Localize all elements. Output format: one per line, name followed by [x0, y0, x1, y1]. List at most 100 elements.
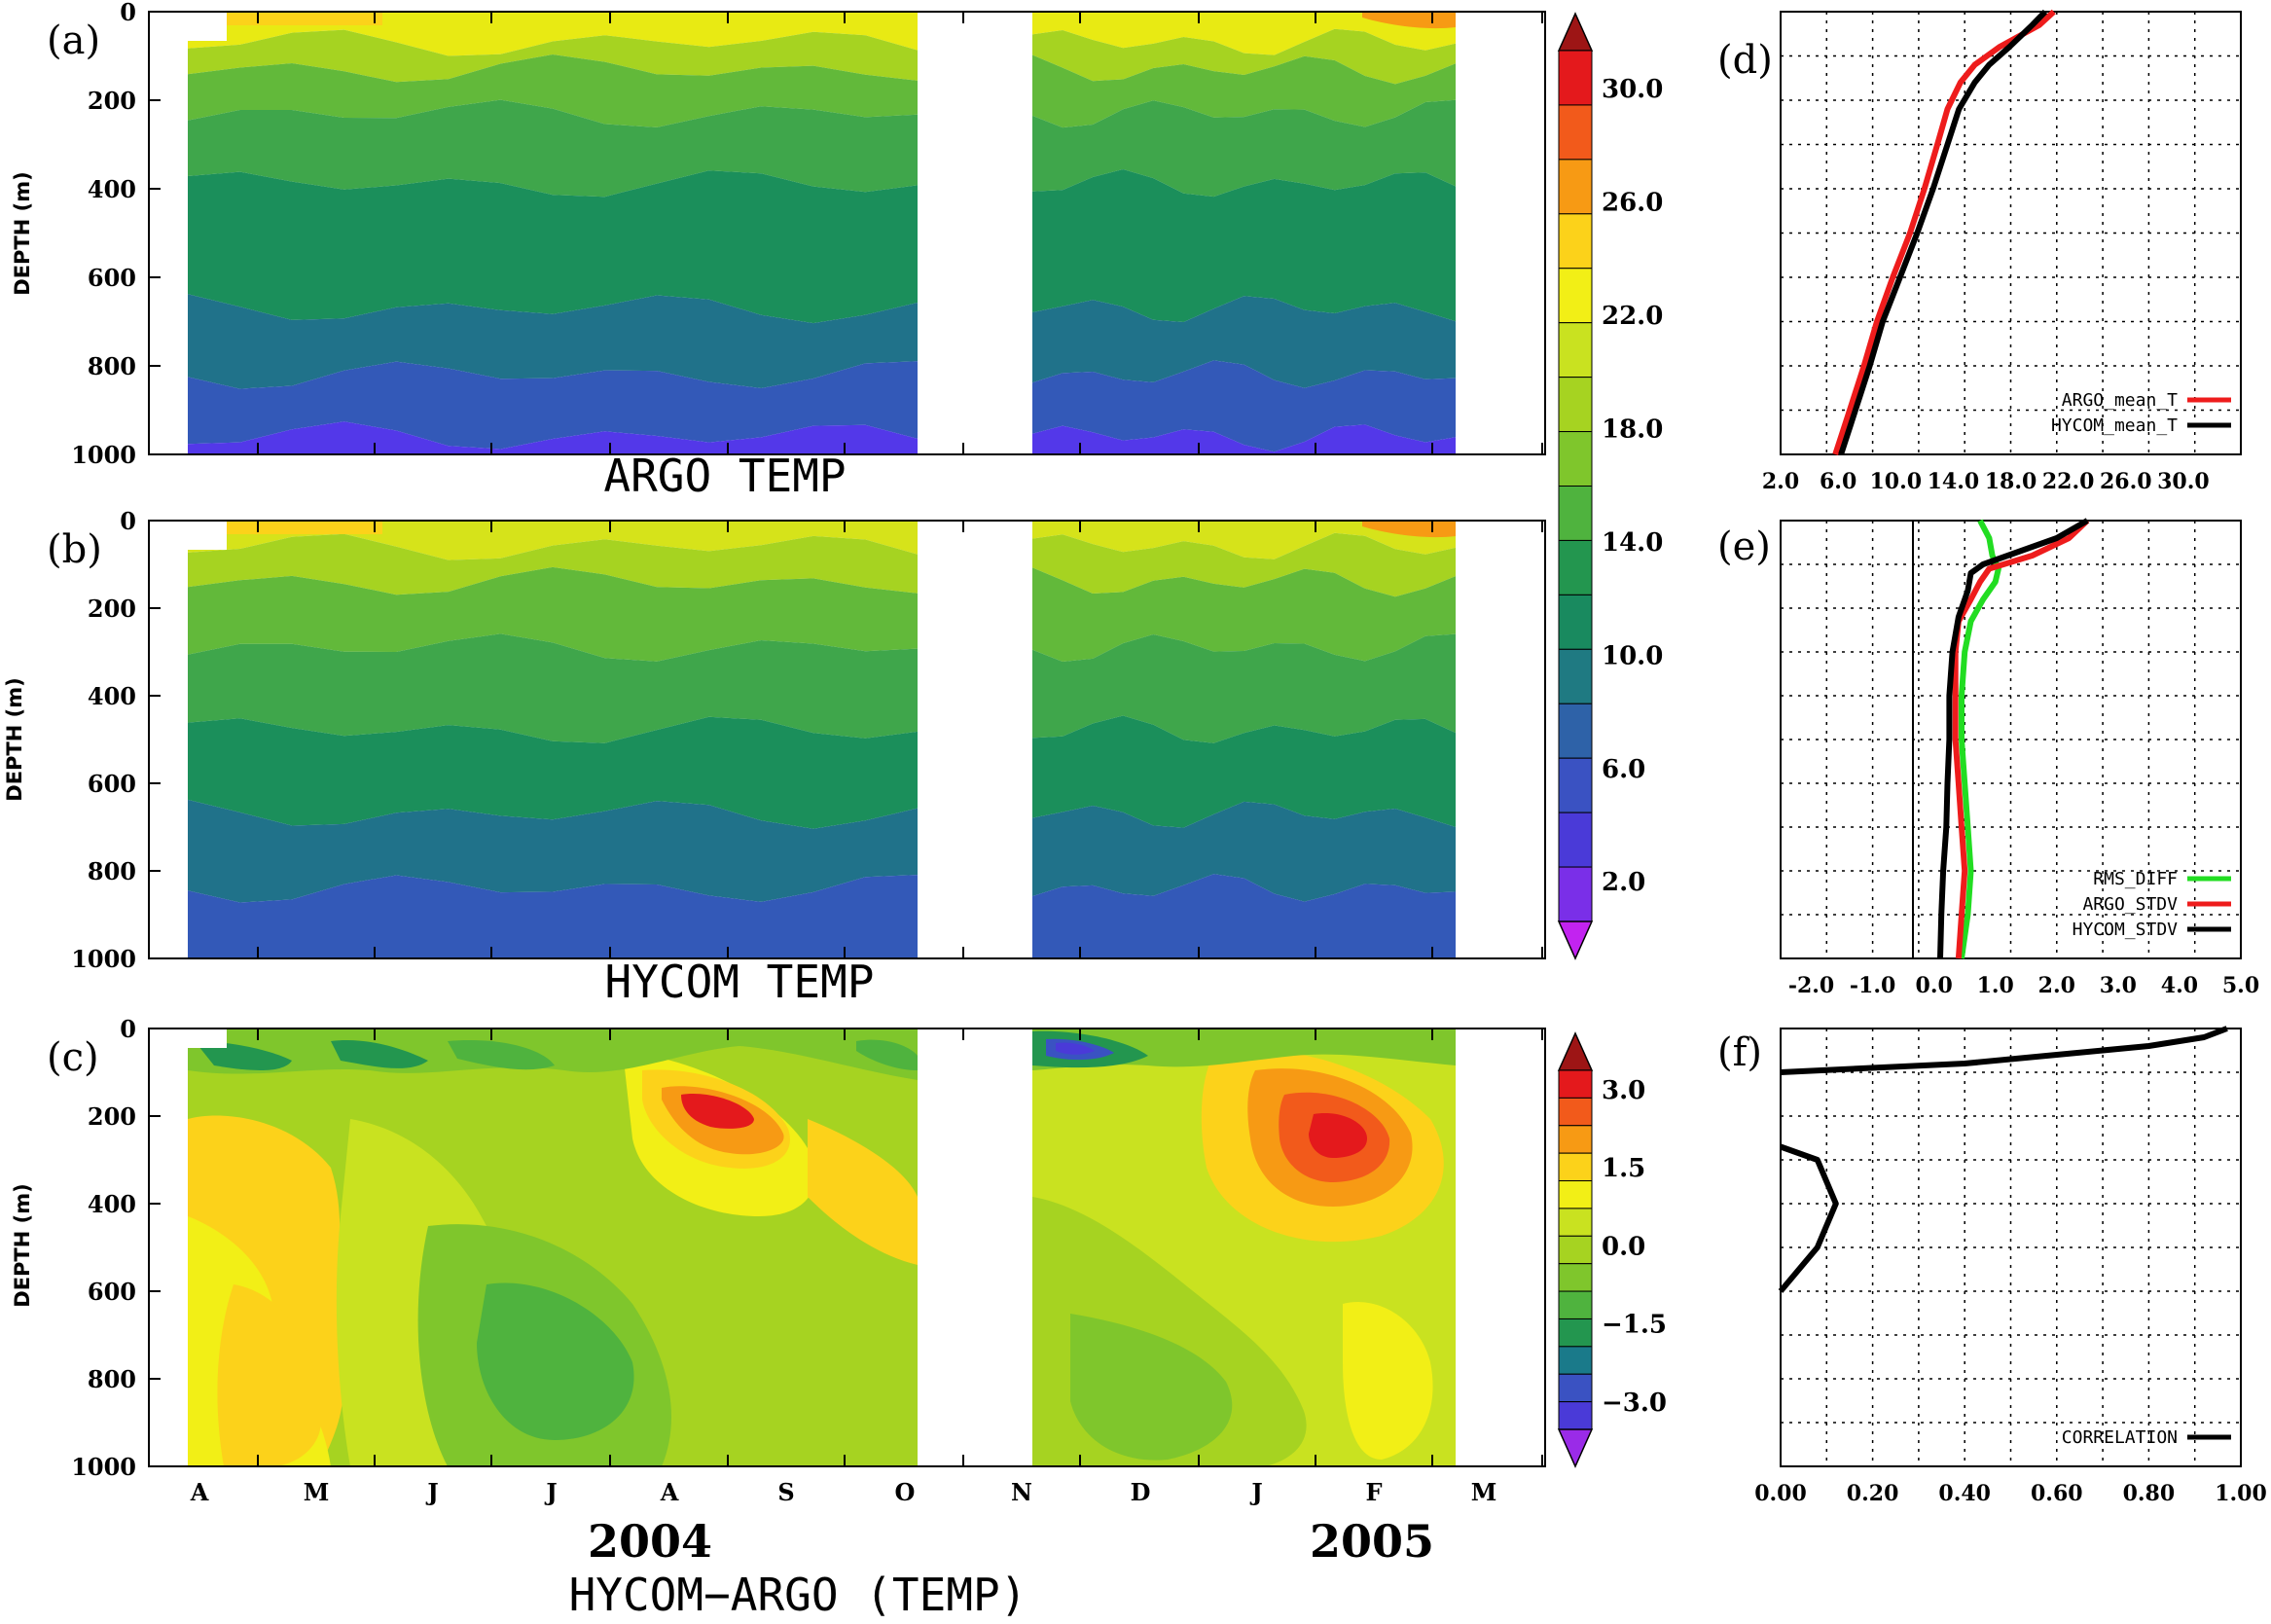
y-tick-label: 400 [88, 175, 136, 203]
colorbar-swatch [1558, 377, 1593, 433]
contour-layer [188, 633, 918, 743]
y-tick-label: 0 [120, 507, 136, 535]
colorbar-label: 2.0 [1602, 868, 1645, 897]
missing-data-patch [188, 521, 227, 550]
colorbar-swatch [1558, 1317, 1593, 1348]
x-tick-label: D [1131, 1478, 1151, 1506]
colorbar-swatch [1558, 1097, 1593, 1127]
contour-layer [1032, 169, 1456, 322]
colorbar-swatch [1558, 213, 1593, 270]
colorbar-min-arrow [1557, 1428, 1594, 1468]
contour-layer [188, 799, 918, 903]
colorbar-swatch [1558, 1373, 1593, 1403]
colorbar-swatch [1558, 1235, 1593, 1265]
legend-label: HYCOM_mean_T [2051, 415, 2178, 436]
x-tick-label: 0.20 [1847, 1481, 1899, 1506]
colorbar-label: 0.0 [1602, 1232, 1645, 1261]
y-tick-label: 200 [88, 87, 136, 115]
x-tick-label: A [660, 1478, 679, 1506]
x-tick-label: 3.0 [2100, 973, 2137, 998]
warm-surface-patch [227, 12, 382, 25]
panel-label-f: (f) [1717, 1030, 1762, 1075]
contour-layer [1032, 715, 1456, 828]
contour-layer [188, 294, 918, 389]
series-line-hycom_mean_t [1838, 9, 2048, 455]
colorbar-label: 1.5 [1602, 1154, 1645, 1183]
panel-label-c: (c) [47, 1035, 99, 1080]
panel-c-hycom-minus-argo: 0 200 400 600 800 1000 A M J J A S O N D J F M (c) DEPTH… [11, 1015, 1546, 1621]
panel-e-stdv-profile: -2.0 -1.0 0.0 1.0 2.0 3.0 4.0 5.0 RMS_DIFF ARGO_… [1717, 518, 2259, 998]
contour-layer [188, 533, 918, 595]
panel-b-hycom-temp: 0 200 400 600 800 1000 (b) DEPTH (m) HYCOM TE… [3, 507, 1546, 1008]
y-tick-label: 1000 [71, 1453, 136, 1481]
series-line-argo_stdv [1952, 518, 2090, 959]
year-2004: 2004 [588, 1515, 712, 1568]
colorbar-swatch [1558, 1346, 1593, 1375]
missing-data-patch [188, 12, 227, 41]
x-tick-label: 0.60 [2031, 1481, 2083, 1506]
y-tick-label: 200 [88, 1102, 136, 1131]
colorbar-swatch [1558, 757, 1593, 813]
colorbar-label: 26.0 [1602, 189, 1663, 218]
panel-a-argo-temp: 0 200 400 600 800 1000 (a) DEPTH (m) ARGO TEM… [11, 0, 1546, 502]
colorbar-swatch [1558, 703, 1593, 759]
contour-layer [188, 421, 918, 454]
y-axis-label-b: DEPTH (m) [3, 677, 26, 801]
contour-layer [1032, 874, 1456, 958]
y-tick-label: 800 [88, 857, 136, 885]
x-tick-label: 14.0 [1928, 469, 1980, 494]
contour-layer [1032, 360, 1456, 452]
warm-surface-patch [227, 521, 382, 534]
y-tick-label: 400 [88, 682, 136, 710]
colorbar-swatch [1558, 486, 1593, 541]
contour-layer [1032, 801, 1456, 902]
colorbar-label: 18.0 [1602, 415, 1663, 444]
title-hycom-argo: HYCOM−ARGO (TEMP) [569, 1569, 1027, 1621]
y-axis-label-a: DEPTH (m) [11, 171, 34, 295]
x-tick-label: S [777, 1478, 794, 1506]
y-tick-label: 800 [88, 1365, 136, 1393]
panel-d-mean-temp-profile: 2.0 6.0 10.0 14.0 18.0 22.0 26.0 30.0 ARGO_mean… [1717, 9, 2242, 494]
x-tick-label: 0.40 [1938, 1481, 1991, 1506]
panel-label-d: (d) [1717, 38, 1773, 83]
legend-label: ARGO_mean_T [2062, 390, 2178, 411]
x-tick-label: 0.80 [2123, 1481, 2176, 1506]
colorbar-swatch [1558, 431, 1593, 487]
colorbar-min-arrow [1557, 920, 1594, 960]
contour-layer [1032, 532, 1456, 597]
contour-layer [1032, 12, 1456, 55]
contour-layer [188, 29, 918, 83]
colorbar-swatch [1558, 1152, 1593, 1182]
y-tick-label: 400 [88, 1190, 136, 1218]
y-tick-label: 1000 [71, 441, 136, 469]
y-tick-label: 600 [88, 264, 136, 292]
x-tick-label: O [895, 1478, 916, 1506]
y-tick-label: 1000 [71, 945, 136, 973]
x-tick-label: -2.0 [1788, 973, 1834, 998]
colorbar-swatch [1558, 1180, 1593, 1209]
colorbar-label: 22.0 [1602, 302, 1663, 331]
x-tick-label: 0.00 [1754, 1481, 1807, 1506]
y-tick-label: 600 [88, 770, 136, 798]
contour-layer [1032, 28, 1456, 85]
colorbar-swatch [1558, 539, 1593, 595]
year-2005: 2005 [1310, 1515, 1434, 1568]
x-tick-label: 18.0 [1985, 469, 2037, 494]
x-tick-label: 26.0 [2100, 469, 2152, 494]
y-tick-label: 0 [120, 0, 136, 26]
colorbar-swatch [1558, 866, 1593, 922]
x-tick-label: 4.0 [2161, 973, 2198, 998]
contour-layer [188, 54, 918, 127]
panel-label-b: (b) [47, 527, 102, 572]
colorbar-label: 30.0 [1602, 75, 1663, 104]
colorbar-label: 6.0 [1602, 755, 1645, 784]
colorbar-label: 10.0 [1602, 641, 1663, 670]
x-tick-label: J [1249, 1478, 1262, 1506]
x-tick-label: M [304, 1478, 330, 1506]
contour-layer [188, 361, 918, 450]
series-line-argo_mean_t [1832, 9, 2056, 455]
contour-layer [1032, 99, 1456, 198]
title-argo-temp: ARGO TEMP [603, 450, 846, 502]
contour-layer [1032, 567, 1456, 662]
